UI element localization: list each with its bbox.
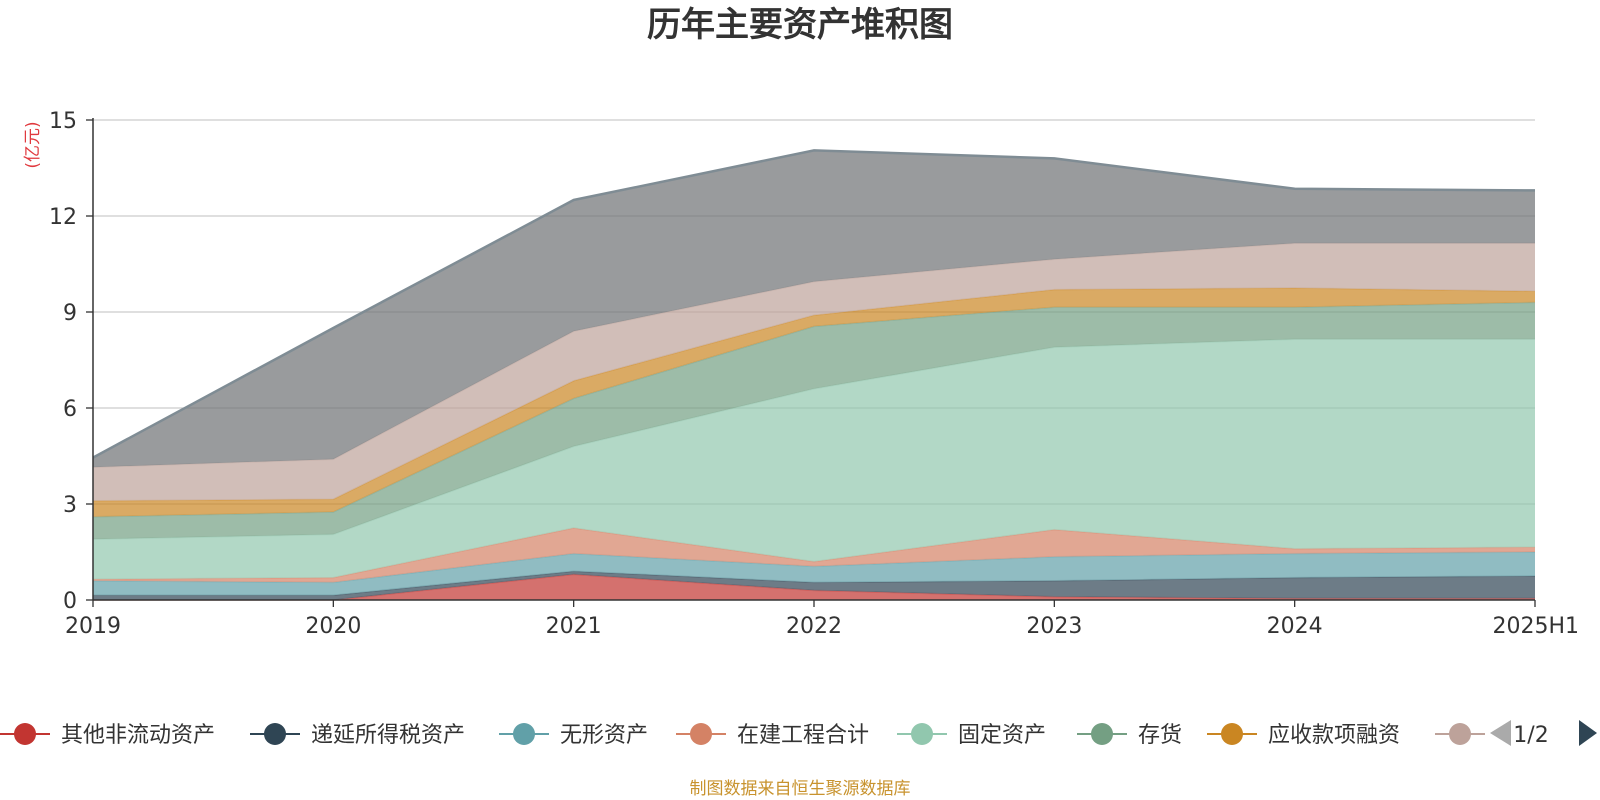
legend-circle-marker xyxy=(1221,723,1243,745)
legend-label: 无形资产 xyxy=(560,723,648,748)
area-series-4 xyxy=(93,528,1535,583)
axes: 2019 2020 2021 2022 2023 2024 2025H1 xyxy=(65,118,1579,639)
area-series-2 xyxy=(93,571,1535,600)
x-tick-label: 2024 xyxy=(1267,614,1323,639)
legend-label: 递延所得税资产 xyxy=(311,723,465,748)
legend-circle-marker xyxy=(911,723,933,745)
area-series-9 xyxy=(93,150,1535,468)
legend-label: 其他非流动资产 xyxy=(61,723,215,748)
legend-circle-marker xyxy=(1091,723,1113,745)
y-tick-label: 12 xyxy=(49,205,77,230)
y-tick-label: 6 xyxy=(63,397,77,422)
x-tick-label: 2021 xyxy=(546,614,602,639)
chart-title: 历年主要资产堆积图 xyxy=(647,5,953,45)
legend-circle-marker xyxy=(14,723,36,745)
x-tick-label: 2019 xyxy=(65,614,121,639)
legend-next-page-icon[interactable] xyxy=(1579,720,1597,746)
y-axis-unit-label: (亿元) xyxy=(23,121,43,168)
area-series-1 xyxy=(93,574,1535,600)
legend-item-4[interactable]: 在建工程合计 xyxy=(676,723,869,748)
y-tick-label: 15 xyxy=(49,109,77,134)
legend-item-8[interactable] xyxy=(1435,723,1485,745)
legend-item-1[interactable]: 其他非流动资产 xyxy=(0,723,215,748)
y-tick-label: 0 xyxy=(63,589,77,614)
area-series-group xyxy=(92,149,1536,601)
area-series-6 xyxy=(93,302,1535,540)
legend-item-5[interactable]: 固定资产 xyxy=(897,723,1046,748)
legend-item-7[interactable]: 应收款项融资 xyxy=(1207,723,1400,748)
legend: 1/2 其他非流动资产 递延所得税资产 无形资产 在建工程合计 固定资产 存货 应收款项融资 xyxy=(0,720,1597,748)
source-note: 制图数据来自恒生聚源数据库 xyxy=(690,779,911,799)
area-series-8 xyxy=(93,243,1535,501)
stack-top-outline xyxy=(92,149,1536,459)
legend-circle-marker xyxy=(264,723,286,745)
area-series-3 xyxy=(93,552,1535,596)
legend-label: 固定资产 xyxy=(958,723,1046,748)
legend-item-6[interactable]: 存货 xyxy=(1077,723,1182,748)
legend-circle-marker xyxy=(1449,723,1471,745)
y-tick-label: 9 xyxy=(63,301,77,326)
legend-label: 存货 xyxy=(1138,723,1182,748)
y-tick-label: 3 xyxy=(63,493,77,518)
legend-circle-marker xyxy=(513,723,535,745)
legend-prev-page-icon[interactable] xyxy=(1490,720,1511,746)
legend-label: 在建工程合计 xyxy=(737,723,869,748)
x-tick-label: 2023 xyxy=(1026,614,1082,639)
x-tick-label: 2022 xyxy=(786,614,842,639)
legend-label: 应收款项融资 xyxy=(1268,723,1400,748)
legend-item-3[interactable]: 无形资产 xyxy=(499,723,648,748)
x-tick-label: 2020 xyxy=(305,614,361,639)
legend-circle-marker xyxy=(690,723,712,745)
legend-page-indicator: 1/2 xyxy=(1513,723,1548,748)
legend-item-2[interactable]: 递延所得税资产 xyxy=(250,723,465,748)
area-series-5 xyxy=(93,339,1535,580)
x-tick-label: 2025H1 xyxy=(1492,614,1579,639)
